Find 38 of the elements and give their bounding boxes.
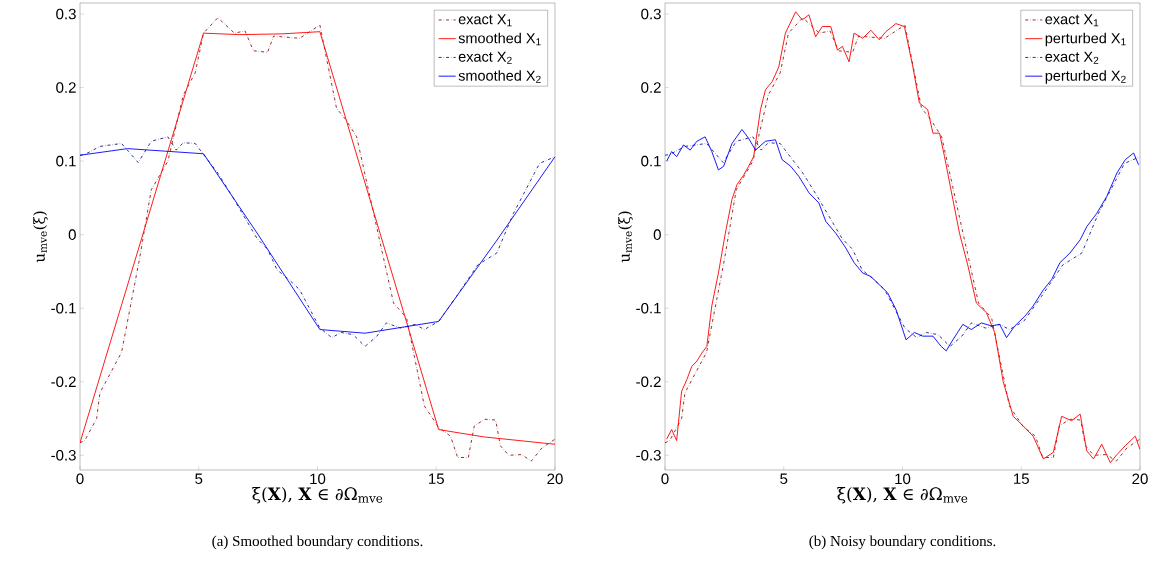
x-tick-label: 0 (76, 473, 84, 485)
x-tick-label: 15 (1014, 473, 1029, 484)
y-tick-label: 0.3 (641, 8, 661, 20)
y-tick-label: 0.2 (56, 82, 76, 93)
x-tick-label: 5 (195, 473, 203, 484)
x-tick-label: 5 (780, 473, 788, 484)
x-tick-label: 20 (1132, 473, 1148, 485)
y-tick-label: 0 (653, 229, 661, 240)
legend-label: smoothed X$_{2}$ (458, 70, 541, 83)
y-tick-label: 0.1 (56, 155, 76, 167)
y-tick-label: -0.2 (51, 376, 76, 388)
y-tick-label: -0.1 (51, 302, 76, 314)
x-axis-title: ξ(X), X ∈ ∂Ω$_{mve}$ (837, 487, 968, 504)
y-tick-label: 0.3 (56, 8, 76, 20)
legend-label: smoothed X$_{1}$ (458, 32, 541, 46)
x-tick-label: 0 (661, 473, 669, 485)
legend-label: exact X$_{2}$ (458, 51, 512, 64)
y-axis-title: u$_{mve}$(ξ) (33, 211, 48, 263)
y-tick-label: -0.2 (636, 376, 661, 388)
y-tick-label: -0.3 (636, 449, 661, 461)
x-tick-label: 10 (895, 473, 911, 485)
text: (a) Smoothed boundary conditions. (212, 535, 423, 550)
y-tick-label: 0 (68, 229, 76, 240)
x-tick-label: 15 (429, 473, 444, 484)
legend-label: perturbed X$_{1}$ (1045, 32, 1126, 47)
legend-label: exact X$_{1}$ (1045, 14, 1099, 27)
y-axis-title: u$_{mve}$(ξ) (618, 211, 633, 263)
legend-label: exact X$_{2}$ (1045, 51, 1099, 64)
x-tick-label: 10 (310, 473, 326, 485)
x-tick-label: 20 (547, 473, 563, 485)
legend-label: exact X$_{1}$ (458, 14, 512, 27)
y-tick-label: -0.3 (51, 449, 76, 461)
x-axis-title: ξ(X), X ∈ ∂Ω$_{mve}$ (252, 487, 383, 504)
legend-label: perturbed X$_{2}$ (1045, 70, 1126, 84)
y-tick-label: 0.2 (641, 82, 661, 93)
y-tick-label: 0.1 (641, 155, 661, 167)
text: (b) Noisy boundary conditions. (809, 535, 996, 550)
y-tick-label: -0.1 (636, 302, 661, 314)
